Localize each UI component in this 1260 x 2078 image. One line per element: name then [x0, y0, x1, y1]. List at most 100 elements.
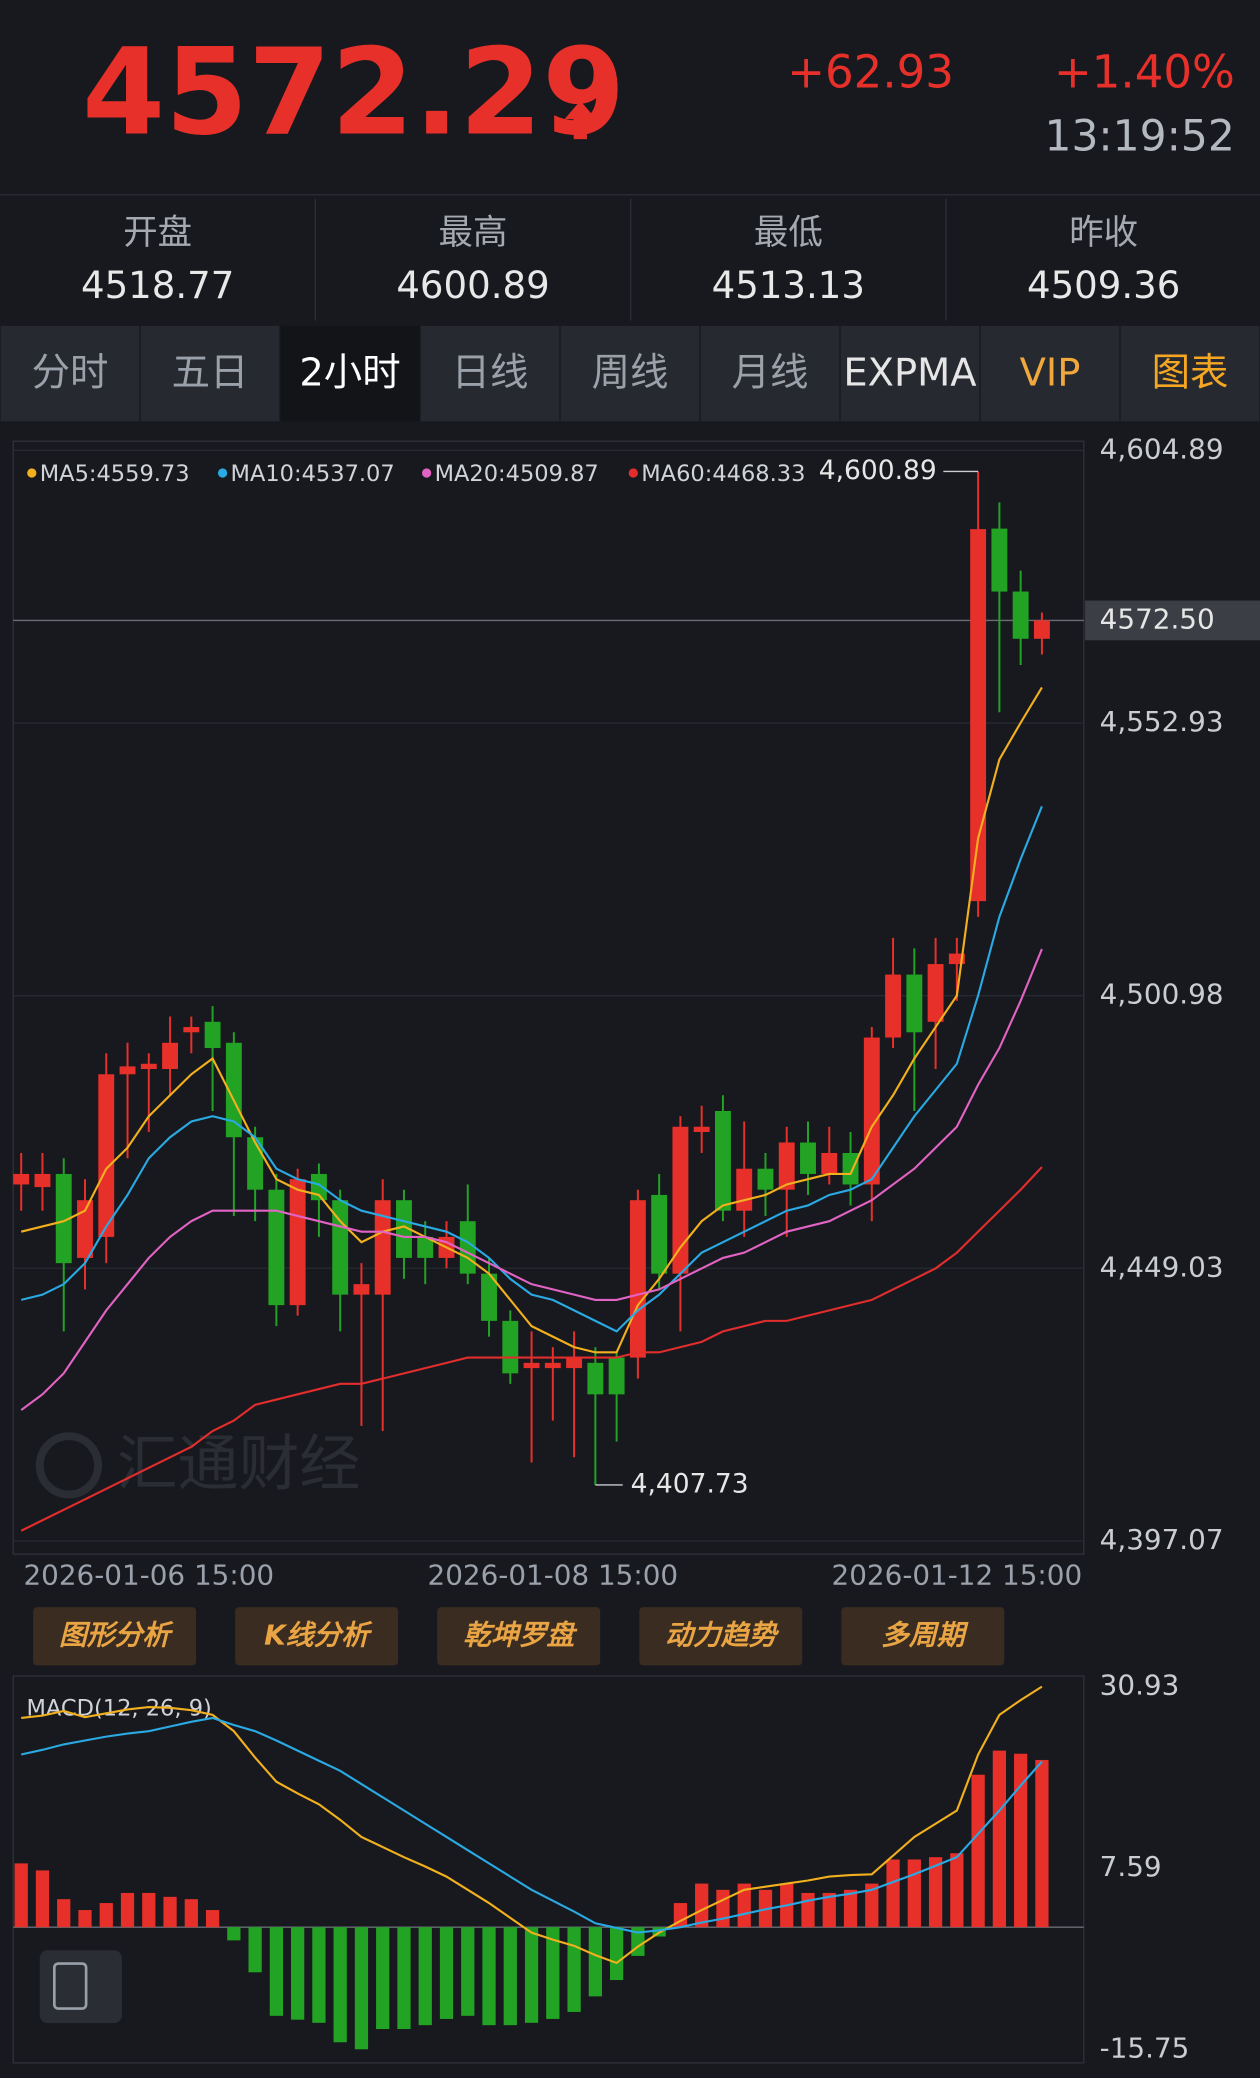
- macd-bar: [120, 1892, 135, 1928]
- macd-bar: [588, 1927, 602, 1997]
- analysis-button[interactable]: [639, 1607, 803, 1666]
- macd-bar: [886, 1859, 900, 1928]
- y-tick-label: 4,397.07: [1100, 1523, 1224, 1556]
- candle-body: [34, 1173, 51, 1188]
- candle-body: [927, 964, 944, 1022]
- ma-line: [20, 1166, 1043, 1532]
- macd-bar: [227, 1927, 241, 1941]
- macd-bar: [971, 1774, 985, 1928]
- macd-bar: [843, 1889, 858, 1928]
- candle-body: [906, 974, 923, 1033]
- tab[interactable]: [840, 325, 980, 422]
- macd-bar: [205, 1910, 220, 1928]
- macd-bar: [695, 1883, 709, 1928]
- macd-bar: [269, 1927, 284, 2016]
- macd-bar: [14, 1863, 28, 1928]
- stat-value: 4513.13: [712, 264, 865, 307]
- tab[interactable]: [980, 325, 1120, 422]
- candle-body: [396, 1200, 412, 1258]
- legend-dot: [217, 468, 228, 478]
- analysis-button-label: 图形分析: [59, 1618, 174, 1651]
- tab[interactable]: [700, 325, 840, 422]
- watermark: 汇通财经: [117, 1429, 361, 1500]
- tab-label: 五日: [172, 350, 249, 395]
- candle-body: [608, 1357, 625, 1395]
- tab[interactable]: [140, 325, 280, 422]
- x-tick-label: 2026-01-06 15:00: [23, 1559, 274, 1592]
- macd-bar: [865, 1883, 879, 1928]
- tab[interactable]: [420, 325, 560, 422]
- up-arrow: [564, 100, 597, 140]
- macd-bar: [376, 1927, 390, 2030]
- candle-body: [736, 1168, 753, 1211]
- macd-bar: [248, 1927, 262, 1973]
- analysis-button-label: 动力趋势: [665, 1618, 779, 1651]
- legend-label: MA20:4509.87: [435, 461, 599, 487]
- y-tick-label: -15.75: [1100, 2032, 1190, 2065]
- candle-body: [13, 1173, 30, 1185]
- tab-label: 图表: [1152, 350, 1229, 395]
- candle-body: [374, 1200, 391, 1295]
- macd-bar: [546, 1927, 560, 2019]
- tab[interactable]: [280, 325, 420, 422]
- analysis-button-label: 乾坤罗盘: [463, 1618, 578, 1651]
- candle-body: [800, 1142, 816, 1174]
- candle-body: [629, 1200, 646, 1358]
- macd-bar: [312, 1927, 326, 2023]
- legend-label: MA10:4537.07: [231, 461, 395, 487]
- y-tick-label: 4,500.98: [1100, 978, 1224, 1011]
- stat-label: 最高: [439, 213, 508, 253]
- analysis-button[interactable]: [841, 1607, 1005, 1666]
- macd-bar: [950, 1853, 964, 1928]
- y-tick-label: 4,604.89: [1100, 432, 1224, 465]
- ma-line: [20, 805, 1043, 1333]
- analysis-button[interactable]: [437, 1607, 601, 1666]
- macd-bar: [673, 1903, 688, 1928]
- change-pct: +1.40%: [1054, 46, 1235, 99]
- macd-panel: [12, 1675, 1085, 2064]
- candle-body: [672, 1126, 689, 1274]
- macd-bar: [439, 1927, 454, 2019]
- main-panel: [12, 440, 1085, 1555]
- legend-label: MA60:4468.33: [641, 461, 805, 487]
- macd-bar: [99, 1903, 113, 1928]
- time: 13:19:52: [1044, 112, 1234, 161]
- tab[interactable]: [0, 325, 140, 422]
- candle-body: [353, 1284, 370, 1295]
- candle-body: [481, 1273, 497, 1321]
- y-tick-label: 4,449.03: [1100, 1250, 1224, 1283]
- macd-bar: [482, 1927, 496, 2026]
- tab-label: 日线: [452, 350, 529, 395]
- tab[interactable]: [560, 325, 700, 422]
- y-tick-label: 30.93: [1100, 1669, 1180, 1702]
- legend-dot: [628, 468, 638, 478]
- analysis-button[interactable]: [33, 1607, 197, 1666]
- tab[interactable]: [1120, 325, 1260, 422]
- analysis-button[interactable]: [235, 1607, 399, 1666]
- candle-body: [183, 1027, 200, 1033]
- x-tick-label: 2026-01-12 15:00: [832, 1559, 1083, 1592]
- macd-bar: [78, 1910, 92, 1928]
- macd-bar: [184, 1899, 198, 1928]
- macd-bar: [163, 1896, 177, 1928]
- tool-icon[interactable]: [39, 1950, 122, 2024]
- candle-body: [140, 1063, 157, 1070]
- candle-body: [778, 1142, 795, 1190]
- last-price-label: 4572.50: [1100, 602, 1215, 635]
- stat-value: 4509.36: [1027, 264, 1180, 307]
- macd-bar: [291, 1927, 305, 2020]
- macd-bar: [35, 1870, 50, 1928]
- macd-bar: [567, 1927, 581, 2012]
- watermark-logo: [35, 1432, 103, 1499]
- candle-body: [417, 1236, 434, 1258]
- macd-bar: [1014, 1753, 1028, 1928]
- macd-bar: [907, 1859, 921, 1928]
- last-price-box: [1085, 600, 1260, 641]
- macd-bar: [418, 1927, 432, 2026]
- candle-body: [863, 1037, 880, 1185]
- candle-body: [948, 953, 965, 965]
- ma-line: [20, 686, 1043, 1354]
- candle-body: [885, 974, 902, 1038]
- macd-line: [21, 1685, 1043, 1965]
- y-tick-label: 7.59: [1100, 1850, 1162, 1883]
